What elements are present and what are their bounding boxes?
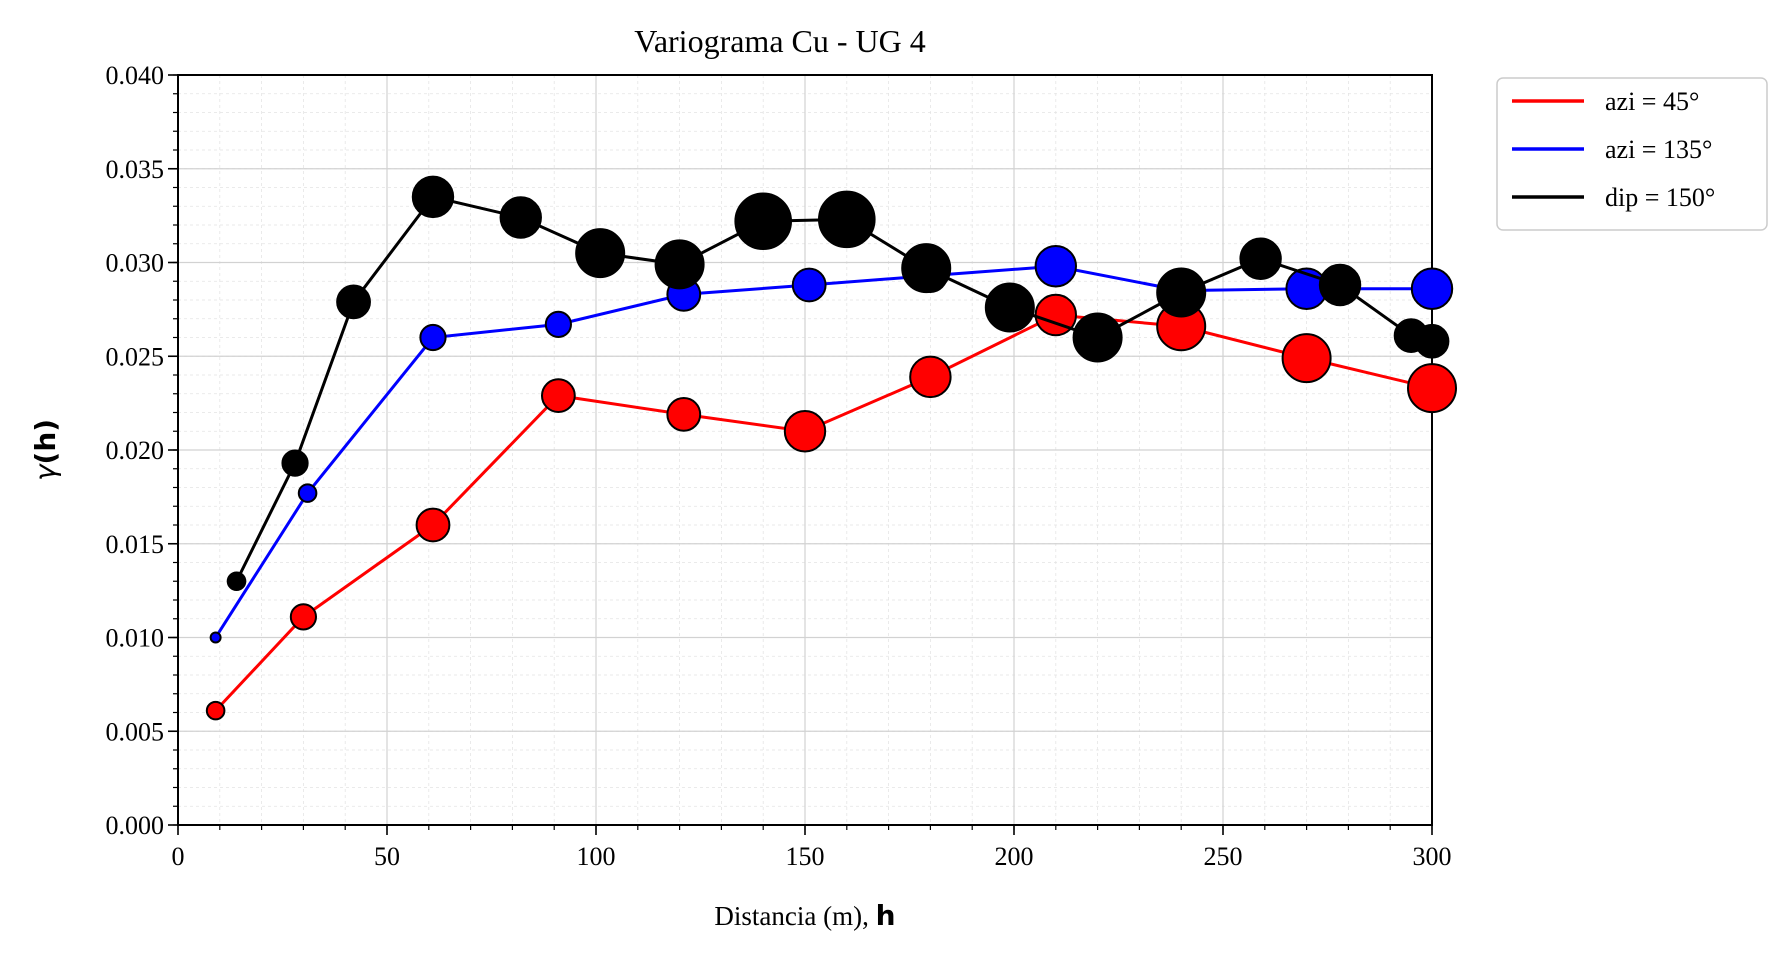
data-point — [783, 410, 827, 453]
x-tick-label: 50 — [374, 842, 400, 871]
y-tick-label: 0.035 — [106, 155, 165, 184]
data-point — [791, 267, 827, 303]
y-tick-label: 0.030 — [106, 249, 165, 278]
x-tick-label: 250 — [1204, 842, 1243, 871]
data-point — [1410, 267, 1454, 310]
data-point — [1034, 245, 1078, 288]
data-point — [289, 603, 317, 631]
data-point — [734, 192, 793, 251]
legend-box — [1496, 77, 1768, 231]
legend: azi = 45° azi = 135° dip = 150° — [1496, 77, 1768, 231]
y-axis-label-rest: (h) — [29, 419, 62, 465]
grid — [177, 74, 1433, 826]
x-axis-label: Distancia (m), h — [714, 899, 895, 932]
data-point — [281, 449, 309, 477]
data-point — [415, 507, 451, 543]
data-point — [419, 323, 447, 352]
data-point — [209, 631, 222, 644]
data-point — [1318, 263, 1362, 307]
data-point — [411, 175, 455, 219]
series-1 — [209, 245, 1454, 644]
data-point — [540, 378, 576, 414]
data-point — [297, 483, 318, 503]
series-layer — [205, 175, 1457, 721]
data-point — [544, 310, 572, 338]
y-tick-label: 0.040 — [106, 61, 165, 90]
data-point — [499, 196, 542, 239]
y-tick-label: 0.005 — [106, 717, 165, 746]
y-tick-label: 0.010 — [106, 624, 165, 653]
data-point — [336, 284, 371, 320]
series-line — [214, 264, 1432, 639]
data-point — [1239, 237, 1282, 280]
data-point — [575, 228, 626, 279]
data-point — [901, 243, 952, 294]
data-point — [984, 282, 1035, 333]
x-tick-label: 150 — [786, 842, 825, 871]
legend-label: azi = 45° — [1605, 87, 1699, 116]
chart-title: Variograma Cu - UG 4 — [634, 23, 925, 59]
data-point — [226, 571, 247, 592]
y-tick-label: 0.000 — [106, 811, 165, 840]
y-tick-label: 0.020 — [106, 436, 165, 465]
axis-ticks: 0 50 100 150 200 250 300 0.000 0.005 0.010 0.015 0.… — [106, 61, 1452, 871]
y-axis-label-gamma: γ — [29, 463, 62, 481]
y-axis-label: γ(h) — [29, 419, 62, 481]
data-point — [909, 355, 952, 399]
x-tick-label: 100 — [577, 842, 616, 871]
legend-label: azi = 135° — [1605, 135, 1712, 164]
x-axis-label-bold: h — [876, 899, 896, 932]
data-point — [205, 700, 226, 721]
data-point — [1407, 363, 1457, 414]
x-tick-label: 0 — [172, 842, 185, 871]
data-point — [1414, 323, 1450, 359]
data-point — [1281, 333, 1332, 384]
y-tick-label: 0.015 — [106, 530, 165, 559]
x-axis-label-text: Distancia (m), — [714, 901, 875, 931]
data-point — [1072, 312, 1123, 363]
x-tick-label: 200 — [995, 842, 1034, 871]
data-point — [666, 396, 702, 432]
legend-label: dip = 150° — [1605, 183, 1715, 212]
data-point — [654, 239, 705, 290]
series-line — [214, 313, 1433, 712]
series-2 — [226, 175, 1450, 592]
y-tick-label: 0.025 — [106, 342, 165, 371]
series-0 — [205, 293, 1457, 721]
data-point — [1156, 267, 1207, 318]
data-point — [818, 190, 876, 249]
x-tick-label: 300 — [1413, 842, 1452, 871]
